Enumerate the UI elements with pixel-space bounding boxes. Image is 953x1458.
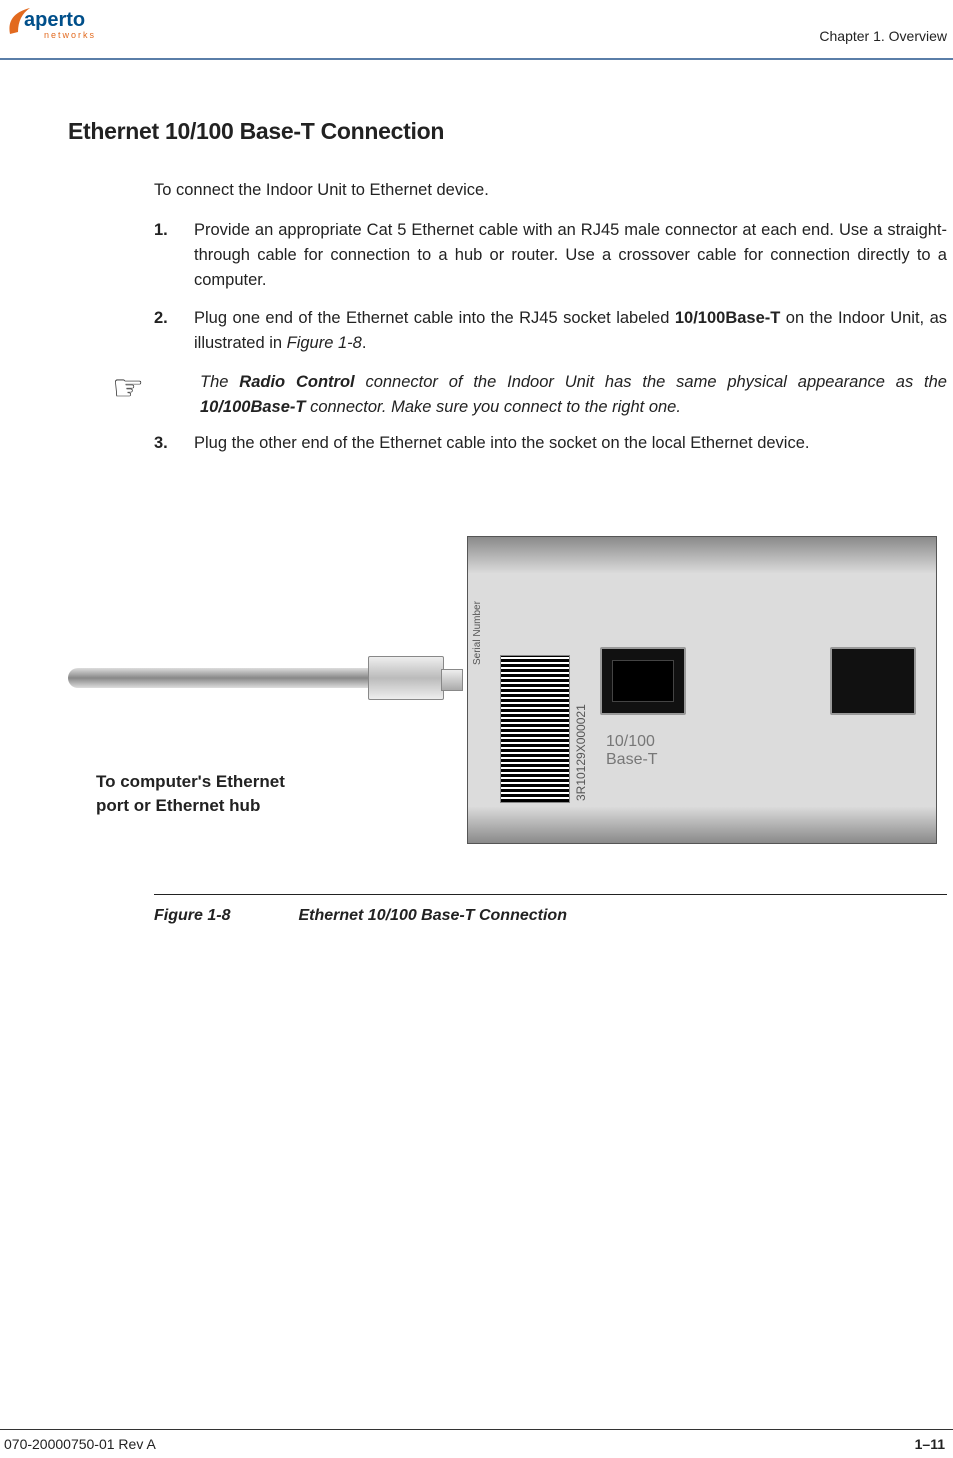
- document-id: 070-20000750-01 Rev A: [4, 1436, 156, 1452]
- ethernet-port: [600, 647, 686, 715]
- chapter-label: Chapter 1. Overview: [819, 28, 947, 44]
- note-text: The Radio Control connector of the Indoo…: [200, 370, 947, 420]
- pointing-hand-icon: ☞: [112, 370, 200, 420]
- page-number: 1–11: [915, 1436, 945, 1452]
- figure-title: Ethernet 10/100 Base-T Connection: [298, 907, 567, 924]
- step-number: 1.: [154, 218, 194, 292]
- note-callout: ☞ The Radio Control connector of the Ind…: [112, 370, 947, 420]
- ethernet-cable: [68, 668, 378, 688]
- step-text: Plug the other end of the Ethernet cable…: [194, 431, 947, 456]
- step-text: Provide an appropriate Cat 5 Ethernet ca…: [194, 218, 947, 292]
- figure-divider: [154, 894, 947, 895]
- radio-control-port: [830, 647, 916, 715]
- port-label: 10/100 Base-T: [606, 733, 658, 769]
- port-label-line2: Base-T: [606, 751, 658, 768]
- step-2: 2. Plug one end of the Ethernet cable in…: [154, 306, 947, 356]
- cable-label: To computer's Ethernetport or Ethernet h…: [96, 770, 285, 818]
- figure-number: Figure 1-8: [154, 907, 294, 925]
- step-1: 1. Provide an appropriate Cat 5 Ethernet…: [154, 218, 947, 292]
- company-logo: aperto networks: [4, 2, 114, 42]
- section-title: Ethernet 10/100 Base-T Connection: [68, 118, 947, 145]
- figure-caption: Figure 1-8 Ethernet 10/100 Base-T Connec…: [154, 907, 947, 925]
- barcode-number: 3R10129X000021: [574, 704, 588, 801]
- step-number: 3.: [154, 431, 194, 456]
- steps-list-continued: 3. Plug the other end of the Ethernet ca…: [154, 431, 947, 456]
- indoor-unit-device: Serial Number 3R10129X000021 10/100 Base…: [467, 536, 937, 844]
- barcode-icon: [500, 655, 570, 803]
- page-footer: 070-20000750-01 Rev A 1–11: [0, 1429, 953, 1458]
- rj45-plug: [368, 656, 444, 700]
- step-number: 2.: [154, 306, 194, 356]
- logo-text: aperto: [24, 9, 85, 31]
- section-intro: To connect the Indoor Unit to Ethernet d…: [154, 181, 947, 200]
- logo-subtext: networks: [44, 30, 96, 40]
- port-label-line1: 10/100: [606, 733, 655, 750]
- barcode-side-label: Serial Number: [472, 601, 483, 665]
- step-text: Plug one end of the Ethernet cable into …: [194, 306, 947, 356]
- step-3: 3. Plug the other end of the Ethernet ca…: [154, 431, 947, 456]
- steps-list: 1. Provide an appropriate Cat 5 Ethernet…: [154, 218, 947, 356]
- figure-illustration: Serial Number 3R10129X000021 10/100 Base…: [68, 536, 947, 866]
- content-area: Ethernet 10/100 Base-T Connection To con…: [0, 60, 953, 925]
- page-header: aperto networks Chapter 1. Overview: [0, 0, 953, 60]
